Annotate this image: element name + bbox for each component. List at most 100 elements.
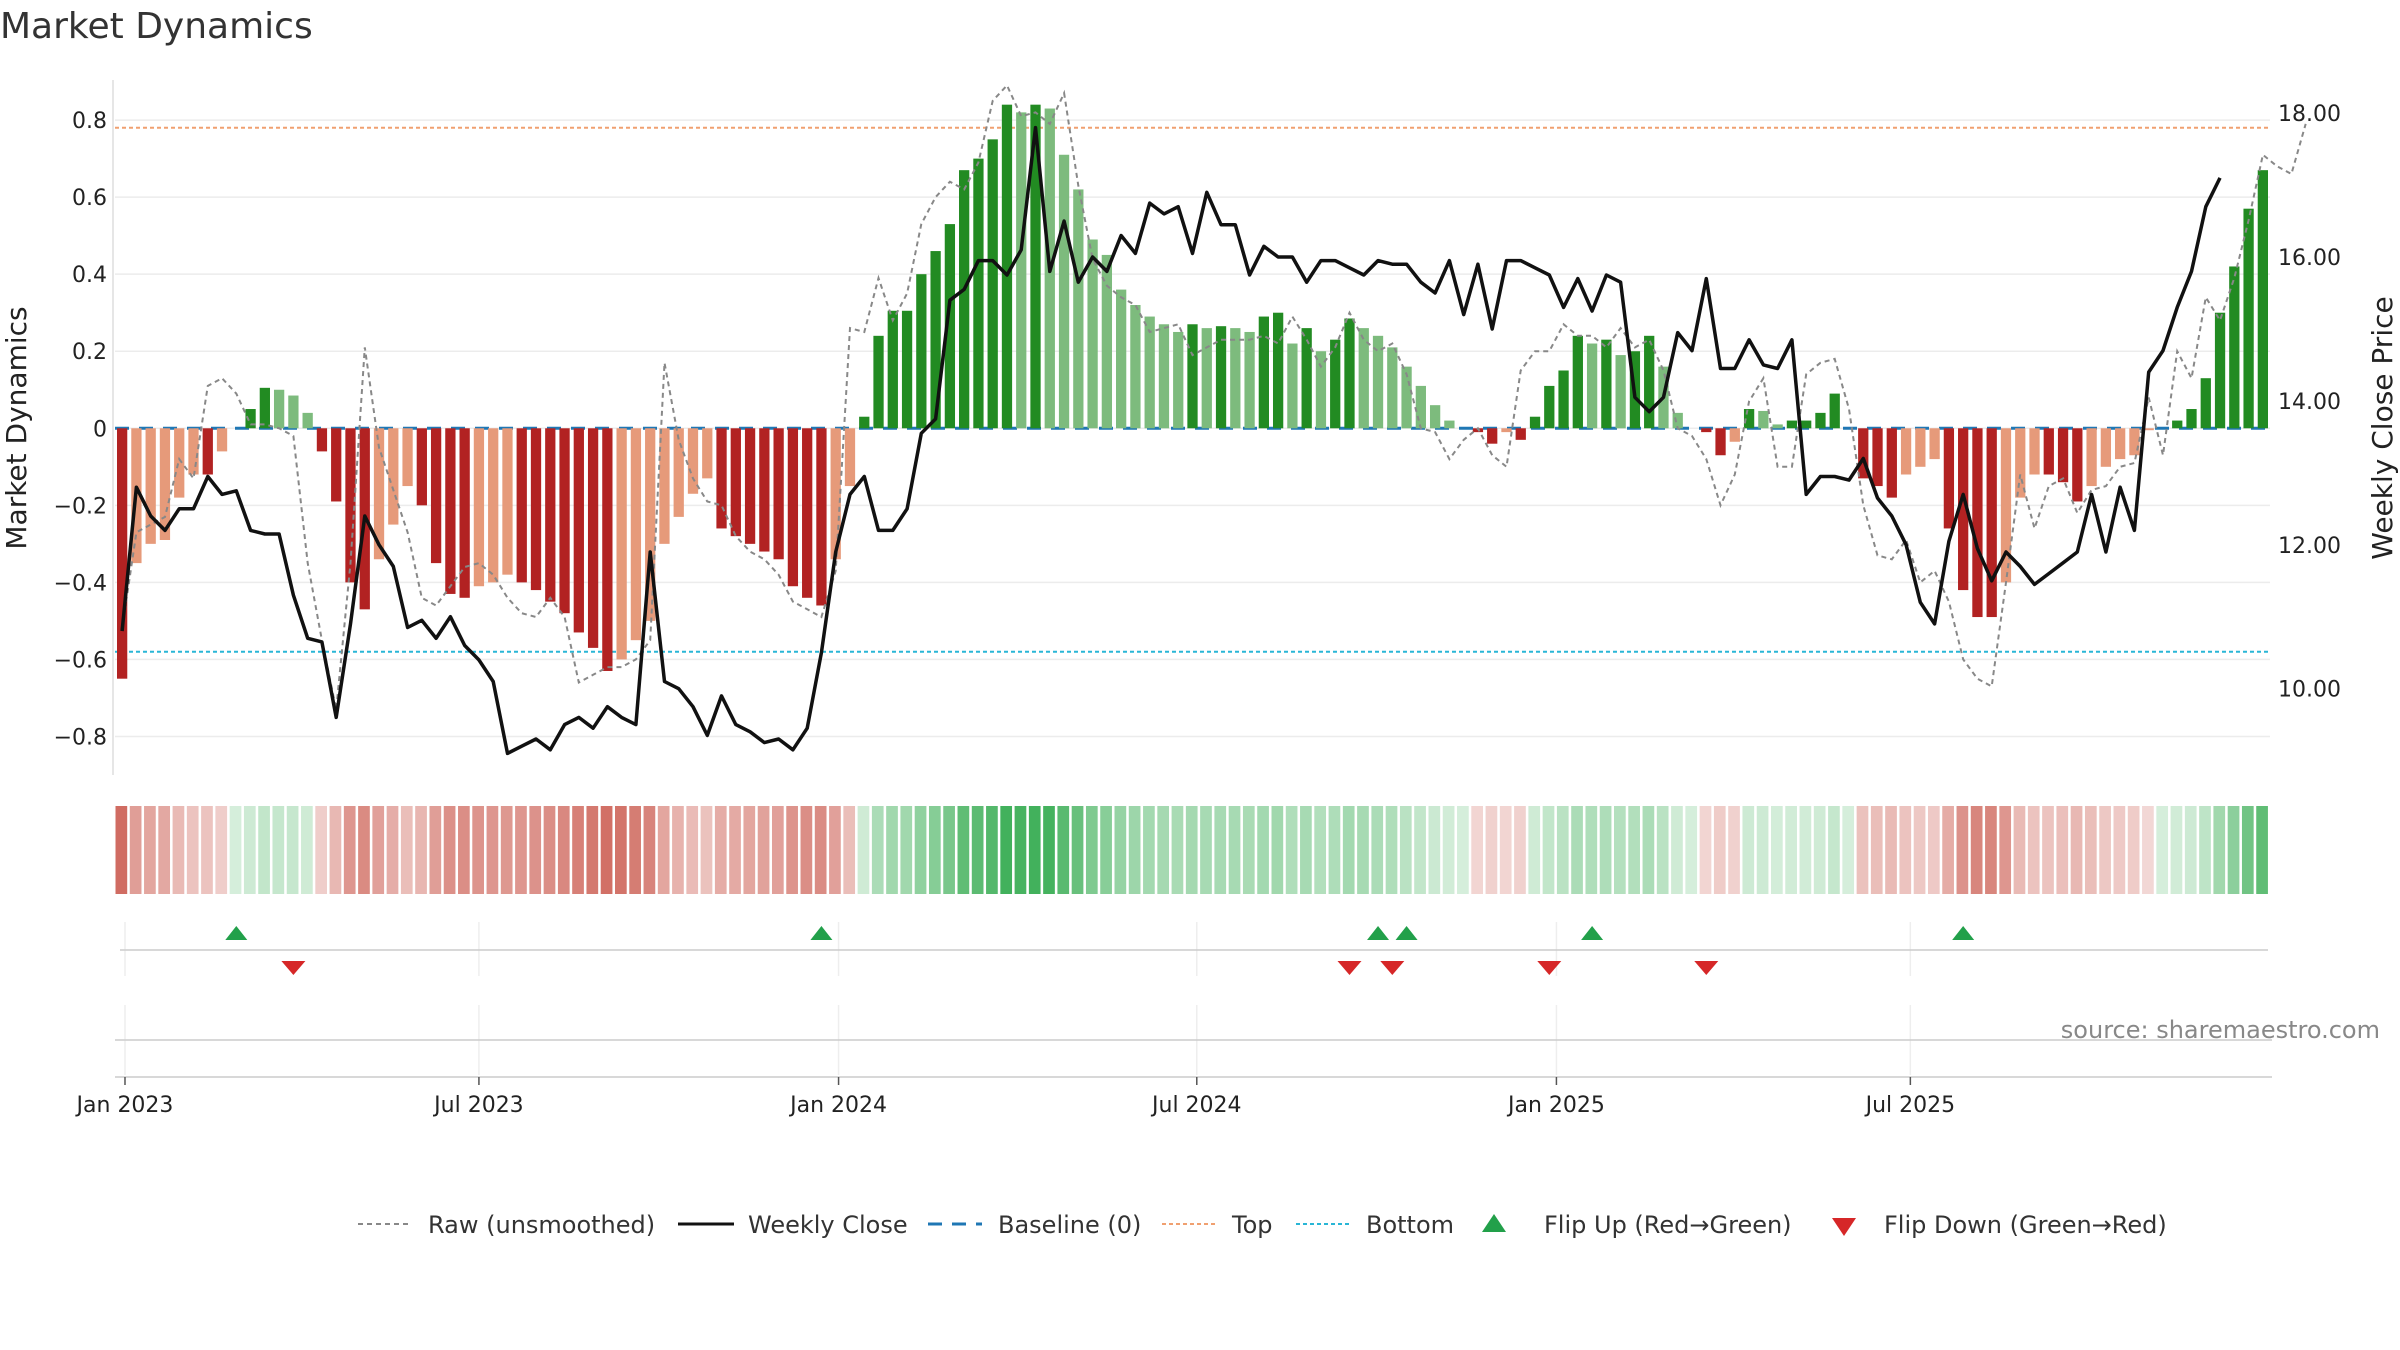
bar xyxy=(2143,428,2154,431)
bar xyxy=(645,428,656,621)
heat-cell xyxy=(1656,806,1669,894)
heat-cell xyxy=(1785,806,1797,894)
bar xyxy=(687,428,699,494)
x-tick-label: Jan 2024 xyxy=(788,1093,887,1118)
bar xyxy=(1644,335,1655,429)
heat-cell xyxy=(629,806,641,894)
heat-cell xyxy=(358,806,370,894)
heat-cell xyxy=(1014,806,1027,894)
heat-cell xyxy=(372,806,385,894)
heat-cell xyxy=(2042,806,2054,894)
flip-up-icon xyxy=(1581,926,1604,940)
heat-cell xyxy=(2213,806,2226,894)
bar xyxy=(1815,412,1826,429)
bar xyxy=(702,428,713,479)
bar xyxy=(1330,339,1341,429)
x-tick-label: Jan 2025 xyxy=(1506,1093,1605,1118)
bar xyxy=(1358,328,1369,429)
heat-cell xyxy=(1870,806,1883,894)
bar xyxy=(159,428,171,540)
bar xyxy=(1215,326,1227,429)
bar xyxy=(2072,428,2083,502)
heat-cell xyxy=(1528,806,1541,894)
flip-up-icon xyxy=(225,926,248,940)
heat-cell xyxy=(2127,806,2140,894)
x-axis-ticks: Jan 2023 Jul 2023 Jan 2024 Jul 2024 Jan 2025… xyxy=(75,1077,1955,1118)
legend-flip-down-icon xyxy=(1832,1218,1856,1236)
heat-cell xyxy=(2256,806,2268,894)
heat-cell xyxy=(1414,806,1426,894)
bar xyxy=(1030,104,1041,429)
bar xyxy=(744,428,756,544)
heat-cell xyxy=(415,806,427,894)
heat-cell xyxy=(1085,806,1098,894)
heat-cell xyxy=(2056,806,2069,894)
heat-cell xyxy=(1242,806,1255,894)
bar xyxy=(1315,351,1327,429)
bar xyxy=(1344,318,1355,429)
heat-cell xyxy=(343,806,356,894)
bar xyxy=(316,428,328,452)
heat-cell xyxy=(1114,806,1127,894)
heat-cell xyxy=(443,806,456,894)
heat-cell xyxy=(943,806,955,894)
bar xyxy=(445,428,456,594)
heat-cell xyxy=(1043,806,1055,894)
legend-bottom-label: Bottom xyxy=(1366,1211,1454,1239)
y-tick-label: −0.6 xyxy=(54,648,107,673)
heat-cell xyxy=(129,806,142,894)
bar xyxy=(2200,378,2211,429)
heat-cell xyxy=(800,806,813,894)
bar xyxy=(1986,428,1997,618)
heat-cell xyxy=(1471,806,1483,894)
bar xyxy=(816,428,827,606)
heat-cell xyxy=(2184,806,2197,894)
heat-cell xyxy=(686,806,699,894)
bar xyxy=(587,428,599,648)
bar xyxy=(1886,428,1897,498)
bar xyxy=(2000,428,2012,583)
heat-cell xyxy=(729,806,741,894)
y-axis-ticks: −0.8 −0.6 −0.4 −0.2 0 0.2 0.4 0.6 0.8 xyxy=(54,80,114,775)
heat-cell xyxy=(1342,806,1355,894)
heat-cell xyxy=(1214,806,1227,894)
legend-flip-down-label: Flip Down (Green→Red) xyxy=(1884,1211,2167,1239)
bar xyxy=(573,428,584,633)
heat-cell xyxy=(1542,806,1555,894)
bar xyxy=(416,428,427,506)
heat-cell xyxy=(771,806,784,894)
heat-cell xyxy=(144,806,156,894)
heat-cell xyxy=(1442,806,1455,894)
bar xyxy=(259,387,270,429)
heat-cell xyxy=(886,806,898,894)
heat-cell xyxy=(971,806,984,894)
bar xyxy=(1258,316,1269,429)
legend-close-label: Weekly Close xyxy=(748,1211,908,1239)
y2-tick-label: 18.00 xyxy=(2278,102,2341,127)
bar xyxy=(901,310,913,429)
legend: Raw (unsmoothed) Weekly Close Baseline (… xyxy=(358,1211,2167,1239)
heat-cell xyxy=(2156,806,2169,894)
bar xyxy=(1929,428,1940,460)
heat-cell xyxy=(2099,806,2111,894)
chart-title: Market Dynamics xyxy=(0,6,313,47)
bar xyxy=(2015,428,2026,498)
heat-cell xyxy=(1071,806,1084,894)
heat-cell xyxy=(1642,806,1655,894)
heat-cell xyxy=(2113,806,2126,894)
bar xyxy=(1144,316,1155,429)
bar xyxy=(2243,208,2254,429)
heat-cell xyxy=(1028,806,1041,894)
heat-cell xyxy=(286,806,299,894)
heat-cell xyxy=(2084,806,2097,894)
bar xyxy=(659,428,670,544)
y2-axis-title: Weekly Close Price xyxy=(2366,296,2399,559)
heat-cell xyxy=(201,806,213,894)
bar xyxy=(1701,428,1712,433)
heat-cell xyxy=(1556,806,1569,894)
heat-cell xyxy=(743,806,756,894)
bar xyxy=(430,428,442,564)
heat-cell xyxy=(1770,806,1783,894)
heat-cell xyxy=(857,806,870,894)
heat-cell xyxy=(814,806,827,894)
